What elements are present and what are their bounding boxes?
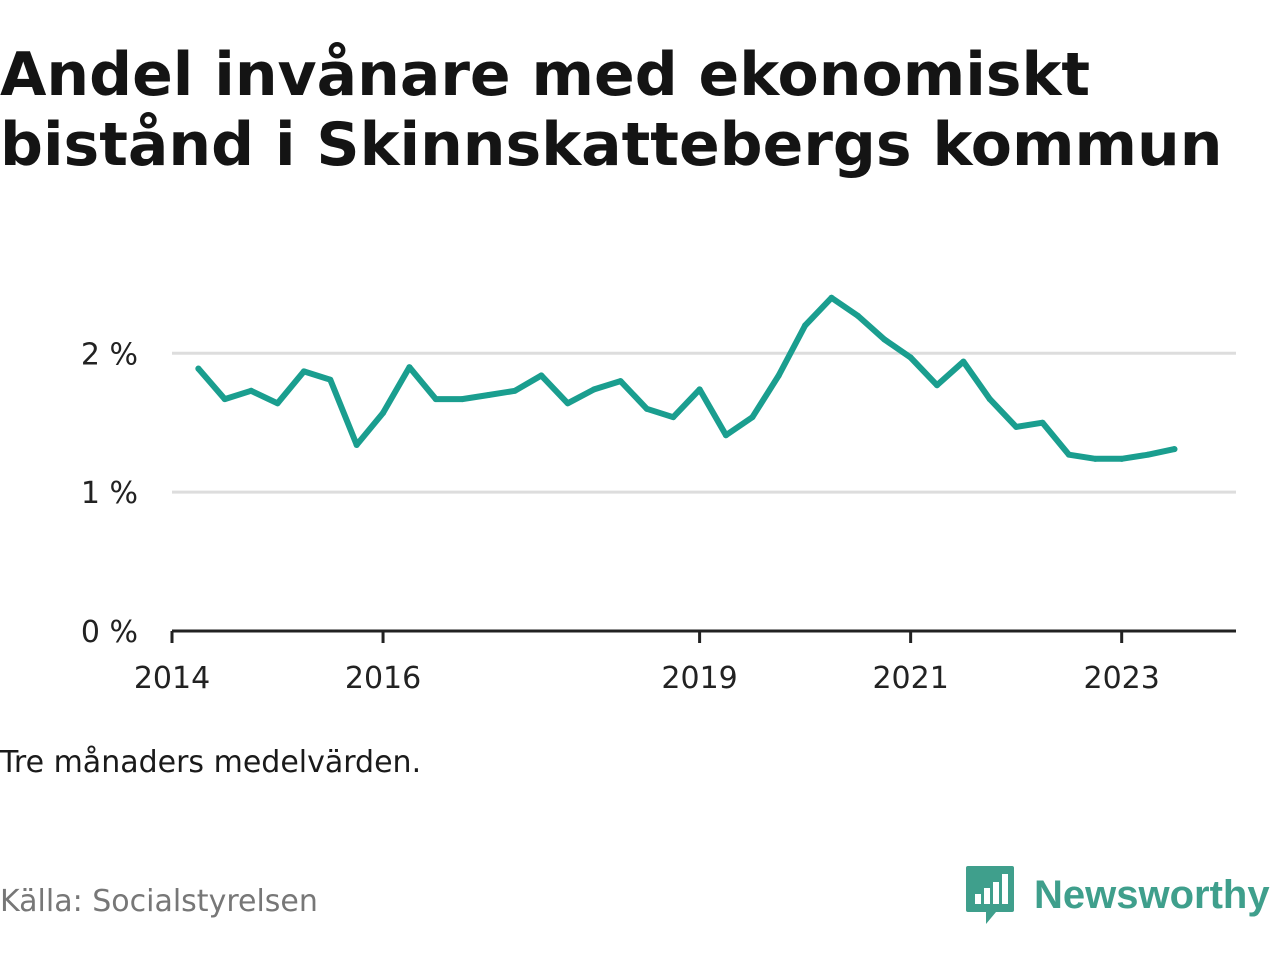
brand-name: Newsworthy	[1034, 872, 1270, 917]
data-point	[643, 405, 650, 412]
data-point	[775, 372, 782, 379]
data-point	[274, 400, 281, 407]
data-point	[696, 386, 703, 393]
chart-note: Tre månaders medelvärden.	[0, 745, 422, 780]
data-point	[300, 368, 307, 375]
data-point	[485, 391, 492, 398]
data-point	[907, 354, 914, 361]
data-point	[1013, 423, 1020, 430]
source-label: Källa: Socialstyrelsen	[0, 884, 318, 919]
data-point	[380, 410, 387, 417]
data-point	[1039, 419, 1046, 426]
data-point	[670, 414, 677, 421]
data-point	[432, 396, 439, 403]
y-tick-label: 0 %	[81, 615, 138, 650]
data-point	[221, 396, 228, 403]
data-point	[327, 376, 334, 383]
data-point	[1065, 451, 1072, 458]
x-tick-label: 2016	[345, 661, 421, 696]
data-point	[538, 372, 545, 379]
data-point	[564, 400, 571, 407]
data-point	[459, 396, 466, 403]
gridlines	[172, 351, 1236, 494]
newsworthy-logo-icon	[966, 866, 1014, 924]
data-point	[1118, 455, 1125, 462]
y-axis-ticks: 0 % 1 % 2 %	[81, 337, 138, 650]
data-point	[749, 414, 756, 421]
x-tick-label: 2021	[872, 661, 948, 696]
line-chart: 0 % 1 % 2 % 2014 2016 2019 2021 2023	[81, 294, 1236, 696]
chart-title: Andel invånare med ekonomiskt bistånd i …	[0, 40, 1223, 180]
data-point	[828, 294, 835, 301]
x-tick-label: 2014	[134, 661, 210, 696]
y-tick-label: 1 %	[81, 476, 138, 511]
series-line	[195, 294, 1178, 462]
data-point	[353, 441, 360, 448]
data-point	[986, 396, 993, 403]
data-point	[881, 336, 888, 343]
data-point	[1092, 455, 1099, 462]
y-tick-label: 2 %	[81, 337, 138, 372]
data-point	[406, 364, 413, 371]
data-point	[960, 358, 967, 365]
data-point	[1145, 451, 1152, 458]
data-point	[617, 378, 624, 385]
brand-logo: Newsworthy	[964, 864, 1270, 926]
x-tick-label: 2019	[661, 661, 737, 696]
data-point	[802, 322, 809, 329]
x-tick-label: 2023	[1084, 661, 1160, 696]
series-group	[195, 294, 1178, 462]
data-point	[195, 365, 202, 372]
data-point	[854, 312, 861, 319]
data-point	[722, 432, 729, 439]
data-point	[591, 386, 598, 393]
data-point	[1171, 446, 1178, 453]
x-axis: 2014 2016 2019 2021 2023	[134, 629, 1236, 696]
data-point	[511, 387, 518, 394]
data-point	[248, 387, 255, 394]
data-point	[934, 382, 941, 389]
